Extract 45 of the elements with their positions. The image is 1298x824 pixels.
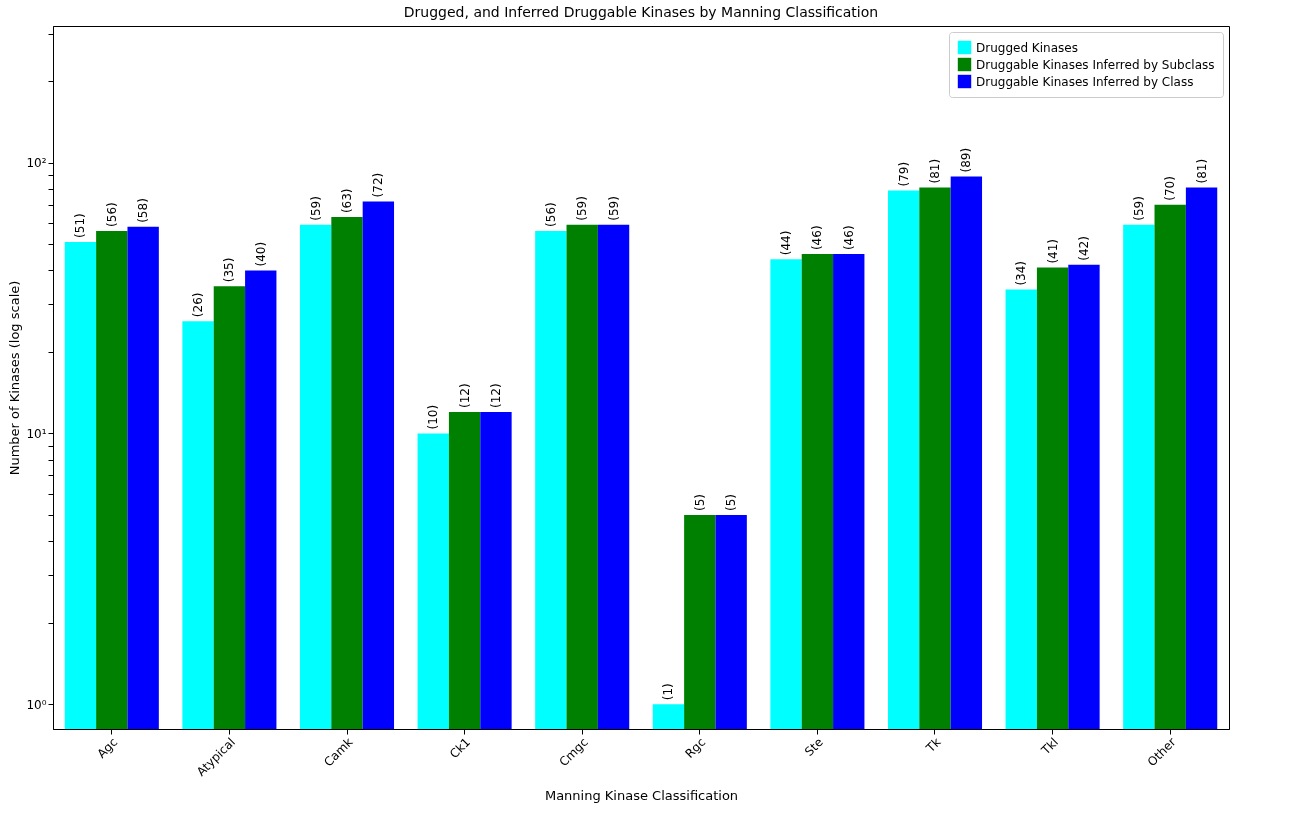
chart-title: Drugged, and Inferred Druggable Kinases by Manning Classification [403, 4, 879, 20]
y-axis-title: Number of Kinases (log scale) [7, 280, 23, 476]
y-tick-label: 10⁰ [26, 697, 47, 712]
data-label: (41) [1045, 238, 1060, 264]
x-tick-label: Tk [922, 735, 944, 756]
data-label: (56) [543, 202, 558, 227]
y-tick-label: 10¹ [26, 426, 47, 441]
legend-label: Druggable Kinases Inferred by Class [976, 74, 1194, 89]
data-label: (46) [810, 225, 825, 251]
data-label: (51) [73, 213, 88, 238]
data-label: (10) [426, 404, 441, 430]
data-label: (5) [724, 493, 739, 511]
data-label: (34) [1014, 260, 1029, 286]
data-label: (81) [928, 158, 942, 184]
x-axis-title: Manning Kinase Classification [544, 788, 739, 804]
data-label: (59) [575, 196, 590, 221]
data-label: (44) [779, 230, 794, 256]
data-label: (40) [253, 241, 268, 267]
data-label: (59) [1131, 196, 1146, 221]
data-label: (56) [104, 202, 119, 227]
data-label: (42) [1076, 236, 1091, 261]
data-label: (12) [457, 383, 472, 409]
data-label: (1) [661, 683, 676, 701]
data-label: (59) [606, 196, 621, 221]
x-tick-label: Ck1 [446, 735, 474, 762]
x-tick-label: Rgc [682, 735, 709, 761]
data-label: (89) [959, 147, 974, 173]
y-tick-label: 10² [26, 156, 47, 171]
legend-label: Drugged Kinases [976, 40, 1078, 55]
data-label: (12) [488, 383, 503, 409]
x-tick-label: Agc [94, 735, 121, 761]
data-label: (63) [340, 188, 354, 214]
data-label: (46) [841, 225, 856, 251]
data-label: (58) [136, 198, 151, 223]
legend-label: Druggable Kinases Inferred by Subclass [976, 57, 1215, 72]
x-tick-label: Tkl [1038, 735, 1062, 759]
data-label: (72) [371, 172, 386, 198]
data-label: (79) [896, 161, 911, 187]
data-label: (59) [308, 196, 323, 221]
data-label: (70) [1163, 176, 1178, 201]
data-label: (5) [692, 493, 707, 511]
data-label: (35) [222, 257, 237, 283]
x-tick-label: Ste [802, 735, 826, 759]
data-label: (26) [191, 292, 206, 318]
data-label: (81) [1194, 158, 1209, 184]
